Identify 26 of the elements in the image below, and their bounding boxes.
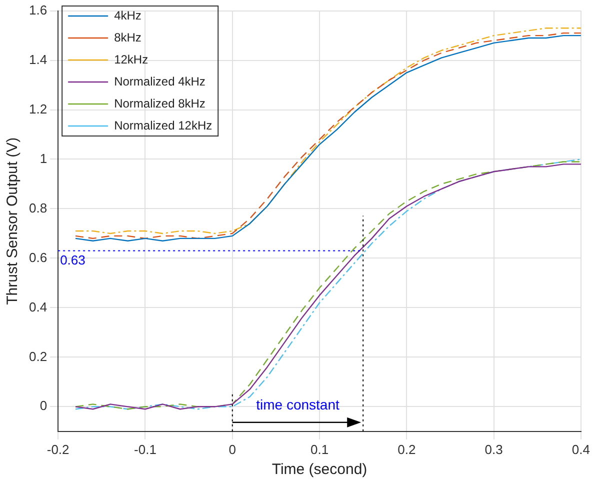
legend-label: 12kHz: [114, 52, 148, 66]
x-tick-label: 0.1: [310, 442, 329, 457]
y-tick-label: 0.8: [28, 200, 48, 216]
y-tick-label: 0.4: [28, 299, 48, 314]
y-tick-label: 0.2: [28, 348, 48, 364]
legend-label: Normalized 12kHz: [114, 118, 212, 132]
y-tick-label: 0.6: [28, 250, 48, 265]
y-axis-title: Thrust Sensor Output (V): [4, 137, 22, 305]
y-tick-label: 1.6: [28, 2, 48, 18]
legend-label: 4kHz: [114, 8, 142, 22]
x-tick-label: -0.2: [46, 442, 70, 457]
x-axis-title: Time (second): [272, 461, 368, 478]
legend-label: Normalized 8kHz: [114, 96, 206, 110]
x-tick-label: 0.2: [398, 442, 416, 457]
y-tick-label: 1.2: [28, 101, 48, 116]
y-tick-label: 0: [40, 398, 48, 414]
y-tick-label: 1: [40, 150, 48, 166]
legend-label: 8kHz: [114, 30, 142, 44]
legend-label: Normalized 4kHz: [114, 74, 206, 88]
x-tick-label: 0.4: [572, 442, 590, 457]
x-tick-label: 0.3: [484, 442, 503, 457]
x-tick-label: -0.1: [134, 442, 156, 457]
ref-line-label: 0.63: [60, 252, 86, 268]
annotation: time constant: [256, 396, 340, 412]
y-tick-label: 1.4: [28, 52, 48, 67]
x-tick-label: 0: [228, 442, 236, 457]
